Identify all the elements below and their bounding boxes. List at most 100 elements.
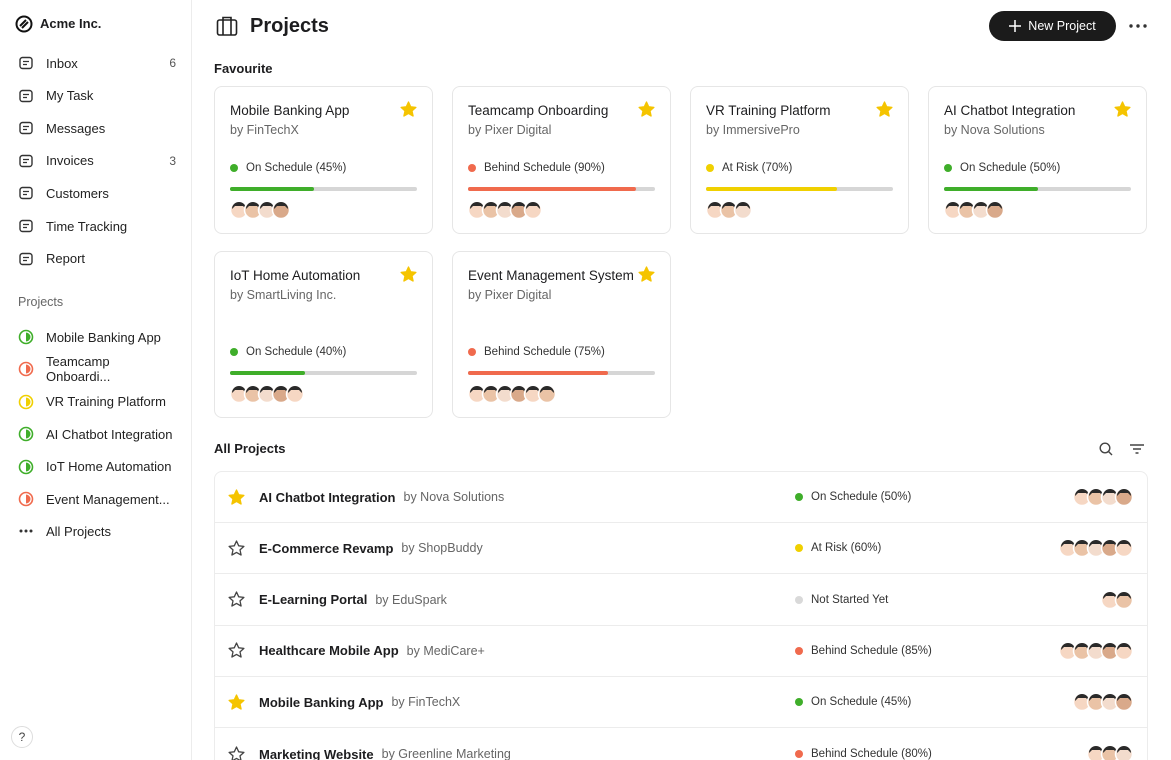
status-dot bbox=[795, 493, 803, 501]
avatar-hair bbox=[1117, 642, 1131, 650]
row-title: AI Chatbot Integration bbox=[259, 489, 396, 505]
star-filled[interactable] bbox=[400, 266, 417, 283]
avatar-hair bbox=[1117, 745, 1131, 753]
avatar-hair bbox=[1117, 489, 1131, 496]
star-filled[interactable] bbox=[638, 266, 655, 283]
glyph bbox=[23, 126, 29, 131]
nav-label: Mobile Banking App bbox=[46, 329, 161, 345]
row-title: Marketing Website bbox=[259, 746, 374, 760]
nav-item[interactable]: Report bbox=[18, 248, 176, 270]
progress-fill bbox=[468, 187, 637, 191]
nav-item[interactable]: Time Tracking bbox=[18, 215, 176, 237]
status-label: Behind Schedule (85%) bbox=[811, 644, 932, 657]
nav-icon bbox=[19, 56, 33, 70]
row-owner: by Nova Solutions bbox=[403, 490, 505, 504]
star-filled[interactable] bbox=[876, 101, 893, 118]
table-row[interactable]: E-Commerce Revamp by ShopBuddy At Risk (60… bbox=[214, 523, 1148, 575]
progress-fill bbox=[230, 187, 315, 191]
avatar-group bbox=[1100, 590, 1134, 609]
nav-item[interactable]: Invoices 3 bbox=[18, 150, 176, 172]
status-dot bbox=[795, 646, 803, 655]
table-row[interactable]: AI Chatbot Integration by Nova Solutions O… bbox=[214, 472, 1148, 523]
star-outline[interactable] bbox=[228, 642, 245, 659]
project-link[interactable]: AI Chatbot Integration bbox=[18, 423, 176, 445]
star-filled[interactable] bbox=[638, 101, 655, 118]
glyph bbox=[19, 252, 33, 265]
star-outline[interactable] bbox=[228, 540, 245, 557]
glyph bbox=[23, 93, 29, 98]
all-projects-link[interactable]: All Projects bbox=[18, 520, 176, 542]
project-link[interactable]: Event Management... bbox=[18, 488, 176, 510]
avatar-group bbox=[1058, 539, 1134, 558]
progress-track bbox=[468, 371, 655, 375]
status-dot bbox=[795, 750, 803, 758]
project-icon bbox=[18, 329, 34, 345]
new-project-button[interactable]: New Project bbox=[989, 11, 1116, 41]
avatar-hair bbox=[1075, 642, 1089, 650]
sidebar: Acme Inc. Projects All Projects ? Inbox 6… bbox=[0, 0, 192, 760]
avatar-hair bbox=[1089, 642, 1103, 650]
avatar-hair bbox=[484, 386, 498, 393]
status-dot bbox=[795, 698, 803, 707]
status-label: At Risk (60%) bbox=[811, 542, 882, 555]
status-dot bbox=[468, 164, 476, 172]
status: On Schedule (50%) bbox=[795, 491, 911, 503]
help-button[interactable]: ? bbox=[11, 726, 33, 748]
progress-track bbox=[230, 371, 417, 375]
filter-icon[interactable] bbox=[1129, 441, 1145, 457]
avatar-hair bbox=[1103, 745, 1117, 753]
table-row[interactable]: Marketing Website by Greenline Marketing B… bbox=[214, 729, 1148, 760]
project-link[interactable]: VR Training Platform bbox=[18, 391, 176, 413]
nav-label: Messages bbox=[46, 120, 106, 136]
nav-item[interactable]: Customers bbox=[18, 182, 176, 204]
nav-label: IoT Home Automation bbox=[46, 459, 172, 475]
avatar-hair bbox=[1075, 540, 1089, 548]
project-card[interactable]: VR Training Platform by ImmersivePro At Ri… bbox=[690, 86, 909, 234]
project-card[interactable]: AI Chatbot Integration by Nova Solutions O… bbox=[928, 86, 1147, 234]
avatar-hair bbox=[260, 202, 274, 209]
table-row[interactable]: Healthcare Mobile App by MediCare+ Behind … bbox=[214, 626, 1148, 677]
project-card[interactable]: Event Management System by Pixer Digital B… bbox=[452, 251, 671, 418]
status-label: On Schedule (50%) bbox=[960, 162, 1061, 174]
star-filled[interactable] bbox=[1114, 101, 1131, 118]
glyph bbox=[19, 89, 33, 102]
nav-item[interactable]: My Task bbox=[18, 85, 176, 107]
project-link[interactable]: IoT Home Automation bbox=[18, 456, 176, 478]
plus-icon bbox=[1009, 20, 1022, 32]
star-shape bbox=[1114, 101, 1131, 117]
star-filled[interactable] bbox=[228, 694, 245, 711]
search-icon[interactable] bbox=[1098, 441, 1114, 457]
project-link[interactable]: Teamcamp Onboardi... bbox=[18, 354, 176, 384]
table-row[interactable]: E-Learning Portal by EduSpark Not Started … bbox=[214, 575, 1148, 626]
project-card[interactable]: Teamcamp Onboarding by Pixer Digital Behin… bbox=[452, 86, 671, 234]
project-card[interactable]: IoT Home Automation by SmartLiving Inc. On… bbox=[214, 251, 433, 418]
nav-item[interactable]: Messages bbox=[18, 117, 176, 139]
progress-fill bbox=[230, 371, 305, 375]
status: On Schedule (50%) bbox=[944, 162, 1131, 174]
wedge bbox=[26, 462, 31, 472]
project-link[interactable]: Mobile Banking App bbox=[18, 326, 176, 348]
project-icon bbox=[18, 426, 34, 442]
star-filled[interactable] bbox=[228, 488, 245, 506]
status: On Schedule (40%) bbox=[230, 346, 417, 358]
nav-icon bbox=[19, 252, 33, 265]
glyph bbox=[23, 191, 29, 196]
nav-item[interactable]: Inbox 6 bbox=[18, 52, 176, 74]
star-filled[interactable] bbox=[400, 101, 417, 118]
card-owner: by Pixer Digital bbox=[468, 288, 552, 302]
star-cell bbox=[214, 745, 259, 760]
more-button[interactable] bbox=[1128, 18, 1148, 34]
star-outline[interactable] bbox=[228, 745, 245, 760]
projects-table bbox=[214, 471, 1148, 760]
star-shape bbox=[400, 101, 417, 117]
card-owner: by SmartLiving Inc. bbox=[230, 288, 337, 302]
table-row[interactable]: Mobile Banking App by FinTechX On Schedule… bbox=[214, 677, 1148, 729]
project-card[interactable]: Mobile Banking App by FinTechX On Schedule… bbox=[214, 86, 433, 234]
avatar-hair bbox=[1089, 489, 1103, 496]
row-owner: by FinTechX bbox=[391, 695, 461, 710]
nav-label: Customers bbox=[46, 185, 109, 201]
project-icon bbox=[18, 362, 34, 377]
avatar-group bbox=[467, 384, 557, 404]
star-outline[interactable] bbox=[228, 591, 245, 608]
brand-name: Acme Inc. bbox=[40, 16, 102, 31]
